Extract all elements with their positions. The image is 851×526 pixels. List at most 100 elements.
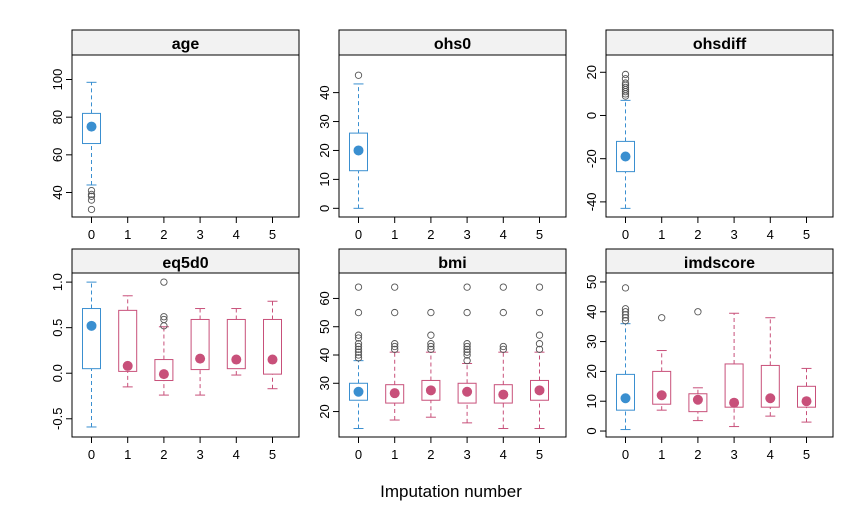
- outlier-point: [463, 340, 471, 348]
- outlier-point: [499, 342, 507, 351]
- outlier-point: [499, 308, 507, 317]
- x-tick-label: 4: [767, 227, 774, 242]
- panel-ohs0: ohs0 0 10 20 30 40 0 1 2 3 4 5: [317, 29, 567, 242]
- x-tick-label: 1: [124, 447, 131, 462]
- box-eq5d0-2: [154, 278, 174, 396]
- x-tick-label: 0: [88, 227, 95, 242]
- panel-title: ohs0: [434, 36, 471, 53]
- x-tick-label: 2: [694, 447, 701, 462]
- outlier-point: [391, 345, 399, 353]
- median-dot: [620, 151, 631, 162]
- median-dot: [267, 354, 278, 365]
- median-dot: [353, 386, 364, 397]
- outlier-point: [427, 308, 435, 317]
- x-tick-label: 1: [658, 447, 665, 462]
- panel-title: bmi: [438, 255, 466, 272]
- x-tick-label: 0: [355, 447, 362, 462]
- y-tick-label: 30: [317, 114, 332, 128]
- x-tick-label: 3: [463, 447, 470, 462]
- y-tick-label: 80: [50, 110, 65, 124]
- median-dot: [158, 369, 169, 380]
- outlier-point: [354, 342, 363, 351]
- x-tick-label: 3: [196, 447, 203, 462]
- outlier-point: [427, 331, 435, 339]
- outlier-point: [621, 284, 630, 292]
- panel-age: age 40 60 80 100 0 1 2 3 4 5: [50, 29, 300, 242]
- median-dot: [692, 394, 703, 405]
- panel-frame: [338, 54, 567, 218]
- x-tick-label: 2: [160, 447, 167, 462]
- x-tick-label: 4: [500, 227, 507, 242]
- outlier-point: [160, 315, 168, 324]
- panel-title: age: [172, 36, 200, 53]
- x-tick-label: 5: [803, 447, 810, 462]
- panel-imdscore: imdscore 0 10 20 30 40 50 0 1 2 3 4 5: [584, 248, 834, 462]
- outlier-point: [354, 348, 363, 356]
- outlier-point: [354, 351, 363, 359]
- box-ohs0-0: [349, 71, 368, 209]
- outlier-point: [87, 196, 96, 204]
- x-tick-label: 3: [730, 227, 737, 242]
- panel-strip: [605, 248, 834, 274]
- y-tick-label: 100: [50, 69, 65, 91]
- x-tick-label: 3: [463, 227, 470, 242]
- outlier-point: [87, 192, 96, 200]
- outlier-point: [160, 313, 168, 321]
- box-bmi-5: [530, 283, 549, 430]
- box-eq5d0-0: [82, 281, 101, 428]
- x-tick-label: 0: [88, 447, 95, 462]
- x-tick-label: 4: [500, 447, 507, 462]
- panel-title: ohsdiff: [693, 36, 747, 53]
- outlier-point: [463, 345, 471, 353]
- outlier-point: [354, 334, 363, 342]
- box-eq5d0-3: [190, 308, 210, 396]
- outlier-point: [621, 75, 630, 83]
- median-dot: [729, 397, 740, 408]
- outlier-point: [354, 71, 363, 79]
- outlier-point: [535, 308, 544, 317]
- panel-frame: [71, 54, 300, 218]
- median-dot: [195, 353, 206, 364]
- box-imdscore-2: [688, 308, 708, 422]
- x-tick-label: 1: [391, 227, 398, 242]
- box-iqr: [118, 309, 138, 372]
- outlier-point: [354, 283, 363, 291]
- outlier-point: [621, 83, 630, 92]
- panel-strip: [338, 29, 567, 56]
- outlier-point: [499, 283, 507, 291]
- median-dot: [86, 121, 97, 132]
- y-tick-label: 0.0: [50, 364, 65, 382]
- y-tick-label: 20: [317, 404, 332, 418]
- panel-frame: [338, 272, 567, 438]
- median-dot: [425, 385, 436, 396]
- box-bmi-1: [385, 283, 405, 421]
- panel-strip: [71, 248, 300, 274]
- outlier-point: [463, 283, 471, 291]
- x-axis-title: Imputation number: [380, 482, 522, 501]
- panel-frame: [605, 272, 834, 438]
- y-tick-label: 10: [317, 172, 332, 186]
- box-bmi-4: [493, 283, 513, 430]
- x-tick-label: 2: [427, 227, 434, 242]
- outlier-point: [463, 351, 471, 359]
- outlier-point: [427, 345, 435, 353]
- box-eq5d0-4: [226, 308, 246, 376]
- panel-frame: [605, 54, 834, 218]
- panel-strip: [71, 29, 300, 56]
- x-tick-label: 3: [730, 447, 737, 462]
- y-tick-label: 30: [584, 334, 599, 348]
- box-bmi-2: [421, 308, 441, 418]
- median-dot: [498, 389, 509, 400]
- median-dot: [231, 354, 242, 365]
- outlier-point: [621, 308, 630, 316]
- outlier-point: [354, 354, 363, 362]
- y-tick-label: 20: [317, 143, 332, 157]
- y-tick-label: 50: [584, 275, 599, 289]
- y-tick-label: 40: [50, 185, 65, 199]
- outlier-point: [427, 340, 435, 348]
- outlier-point: [87, 205, 96, 214]
- box-iqr: [226, 318, 246, 370]
- outlier-point: [463, 308, 471, 317]
- outlier-point: [354, 331, 363, 339]
